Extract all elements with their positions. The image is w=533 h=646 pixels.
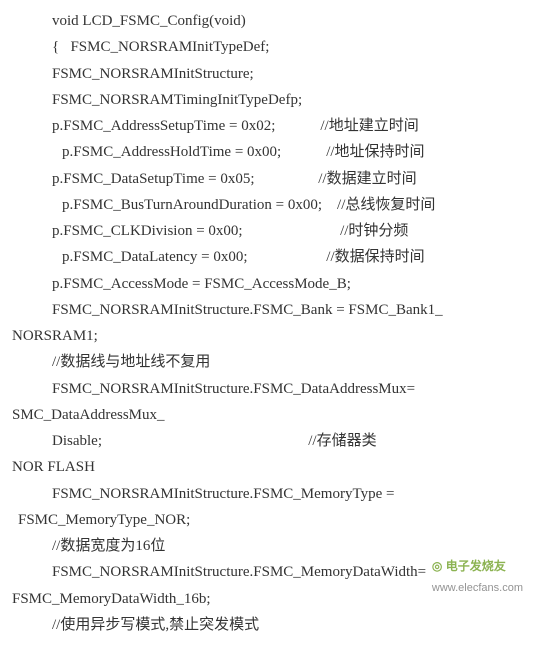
- code-line-3: FSMC_NORSRAMTimingInitTypeDefp;: [12, 87, 521, 113]
- code-line-0: void LCD_FSMC_Config(void): [12, 8, 521, 34]
- watermark-brand: 电子发烧友: [446, 559, 506, 573]
- code-line-11: FSMC_NORSRAMInitStructure.FSMC_Bank = FS…: [12, 297, 521, 323]
- code-line-7: p.FSMC_BusTurnAroundDuration = 0x00; //总…: [12, 192, 521, 218]
- code-line-19: FSMC_MemoryType_NOR;: [12, 507, 521, 533]
- code-line-4: p.FSMC_AddressSetupTime = 0x02; //地址建立时间: [12, 113, 521, 139]
- code-line-5: p.FSMC_AddressHoldTime = 0x00; //地址保持时间: [12, 139, 521, 165]
- code-line-9: p.FSMC_DataLatency = 0x00; //数据保持时间: [12, 244, 521, 270]
- code-line-12: NORSRAM1;: [12, 323, 521, 349]
- watermark-site: www.elecfans.com: [432, 582, 523, 594]
- code-line-15: SMC_DataAddressMux_: [12, 402, 521, 428]
- code-line-8: p.FSMC_CLKDivision = 0x00; //时钟分频: [12, 218, 521, 244]
- code-line-16: Disable; //存储器类: [12, 428, 521, 454]
- watermark: ◎ 电子发烧友 www.elecfans.com: [432, 556, 523, 598]
- code-line-10: p.FSMC_AccessMode = FSMC_AccessMode_B;: [12, 271, 521, 297]
- code-line-6: p.FSMC_DataSetupTime = 0x05; //数据建立时间: [12, 166, 521, 192]
- code-line-13: //数据线与地址线不复用: [12, 349, 521, 375]
- code-line-1: { FSMC_NORSRAMInitTypeDef;: [12, 34, 521, 60]
- code-line-18: FSMC_NORSRAMInitStructure.FSMC_MemoryTyp…: [12, 481, 521, 507]
- code-line-2: FSMC_NORSRAMInitStructure;: [12, 61, 521, 87]
- code-line-17: NOR FLASH: [12, 454, 521, 480]
- code-block: void LCD_FSMC_Config(void){ FSMC_NORSRAM…: [12, 8, 521, 638]
- watermark-logo-text: ◎: [432, 559, 442, 573]
- code-line-14: FSMC_NORSRAMInitStructure.FSMC_DataAddre…: [12, 376, 521, 402]
- code-line-23: //使用异步写模式,禁止突发模式: [12, 612, 521, 638]
